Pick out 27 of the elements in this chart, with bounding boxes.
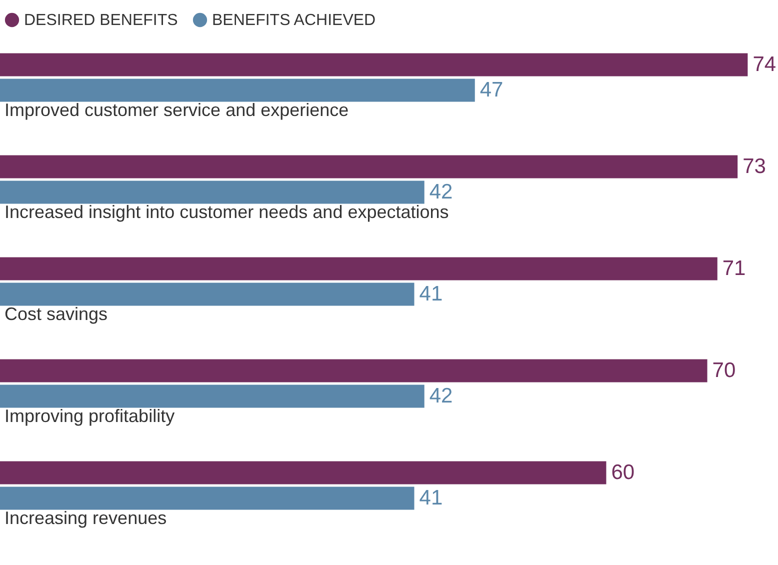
bar bbox=[0, 359, 708, 382]
data-label: 42 bbox=[429, 384, 453, 408]
data-label: 70 bbox=[712, 358, 736, 382]
data-label: 60 bbox=[611, 460, 635, 484]
bar bbox=[0, 53, 748, 76]
bar bbox=[0, 78, 475, 102]
data-label: 42 bbox=[429, 180, 453, 204]
bar bbox=[0, 384, 424, 408]
data-label: 73 bbox=[742, 154, 766, 178]
y-tick-label: Increasing revenues bbox=[4, 508, 167, 528]
legend-label: DESIRED BENEFITS bbox=[24, 12, 178, 29]
bar bbox=[0, 257, 718, 280]
data-label: 41 bbox=[419, 486, 443, 510]
y-tick-label: Cost savings bbox=[4, 304, 108, 324]
data-label: 74 bbox=[752, 52, 776, 76]
data-label: 47 bbox=[480, 78, 504, 102]
bar bbox=[0, 461, 606, 484]
y-tick-label: Improved customer service and experience bbox=[4, 100, 349, 120]
bar bbox=[0, 155, 738, 178]
bar bbox=[0, 282, 414, 306]
bar bbox=[0, 180, 424, 204]
bar bbox=[0, 486, 414, 510]
y-tick-label: Improving profitability bbox=[4, 406, 175, 426]
data-label: 41 bbox=[419, 282, 443, 306]
data-label: 71 bbox=[722, 256, 746, 280]
legend-label: BENEFITS ACHIEVED bbox=[212, 12, 376, 29]
y-tick-label: Increased insight into customer needs and expectations bbox=[4, 202, 449, 222]
